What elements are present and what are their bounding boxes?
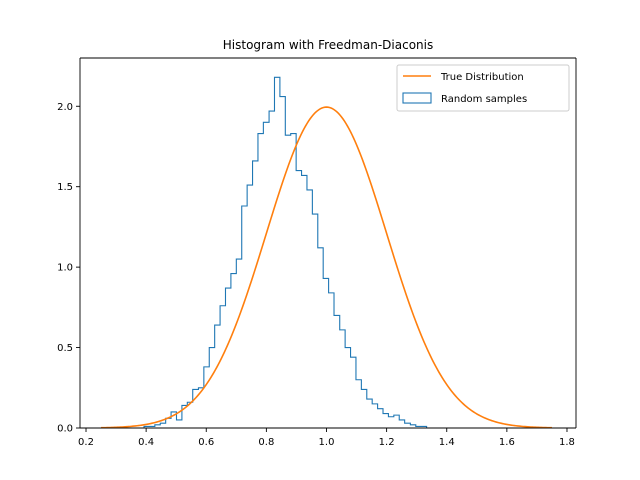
plot-background bbox=[80, 58, 576, 428]
x-tick-label: 1.8 bbox=[559, 437, 575, 448]
legend-step-swatch bbox=[402, 92, 432, 104]
y-tick-label: 0.0 bbox=[57, 424, 73, 435]
x-tick-label: 1.4 bbox=[439, 437, 455, 448]
y-axis-ticks: 0.0 0.5 1.0 1.5 2.0 bbox=[57, 102, 80, 435]
x-axis-ticks: 0.2 0.4 0.6 0.8 1.0 1.2 1.4 1.6 1.8 bbox=[78, 428, 575, 448]
legend-label: Random samples bbox=[441, 94, 527, 105]
x-tick-label: 0.8 bbox=[258, 437, 274, 448]
chart-title: Histogram with Freedman-Diaconis bbox=[223, 38, 433, 52]
legend-box bbox=[396, 64, 570, 112]
x-tick-label: 1.2 bbox=[379, 437, 395, 448]
x-tick-label: 0.6 bbox=[198, 437, 214, 448]
x-tick-label: 1.6 bbox=[499, 437, 515, 448]
plot-area bbox=[80, 58, 576, 428]
y-tick-label: 2.0 bbox=[57, 102, 73, 113]
true-distribution-curve bbox=[101, 106, 552, 429]
x-tick-label: 0.2 bbox=[78, 437, 94, 448]
true-distribution-line bbox=[101, 106, 552, 429]
axes bbox=[79, 57, 577, 429]
y-tick-label: 0.5 bbox=[57, 343, 73, 354]
y-tick-label: 1.5 bbox=[57, 182, 73, 193]
legend-label: True Distribution bbox=[440, 72, 524, 83]
x-tick-label: 0.4 bbox=[138, 437, 154, 448]
y-tick-label: 1.0 bbox=[57, 263, 73, 274]
x-tick-label: 1.0 bbox=[319, 437, 335, 448]
legend: True Distribution Random samples bbox=[396, 64, 570, 112]
